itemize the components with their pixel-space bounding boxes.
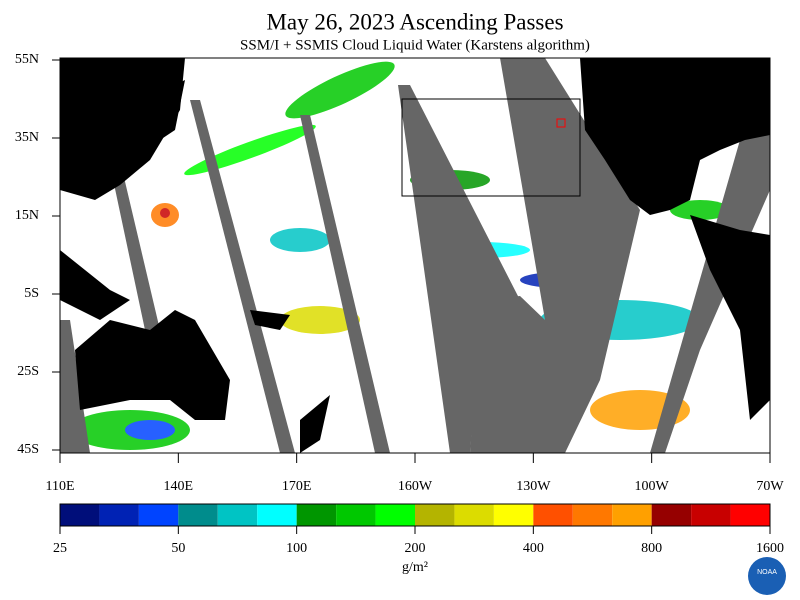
logo-circle: [748, 557, 786, 595]
colorbar-swatch: [217, 504, 258, 526]
colorbar-swatch: [99, 504, 139, 526]
colorbar-label: 200: [405, 541, 426, 556]
marker-box: [556, 118, 566, 128]
colorbar-swatch: [612, 504, 652, 526]
colorbar-swatch: [493, 504, 534, 526]
logo: NOAA: [748, 557, 786, 595]
region-box: [401, 98, 581, 197]
colorbar-label: 1600: [756, 541, 784, 556]
colorbar-swatch: [730, 504, 770, 526]
lon-label: 70W: [756, 479, 784, 494]
colorbar-label: 800: [641, 541, 662, 556]
lon-label: 170E: [282, 479, 312, 494]
lat-label: 25S: [17, 364, 39, 379]
colorbar-label: 100: [286, 541, 307, 556]
lat-label: 5S: [24, 286, 39, 301]
colorbar-swatch: [691, 504, 731, 526]
colorbar-swatch: [454, 504, 494, 526]
lon-label: 160W: [398, 479, 433, 494]
colorbar-label: 25: [53, 541, 67, 556]
lat-label: 15N: [15, 208, 39, 223]
lat-label: 45S: [17, 442, 39, 457]
colorbar-unit: g/m²: [402, 560, 428, 575]
colorbar-swatch: [572, 504, 613, 526]
lon-label: 130W: [516, 479, 551, 494]
map: [59, 57, 771, 454]
logo-label: NOAA: [757, 569, 777, 576]
colorbar-swatch: [257, 504, 297, 526]
lat-label: 55N: [15, 52, 39, 67]
colorbar-swatch: [336, 504, 376, 526]
swath-gaps: [60, 58, 770, 453]
lon-label: 140E: [164, 479, 194, 494]
colorbar-swatch: [415, 504, 455, 526]
colorbar-swatch: [60, 504, 100, 526]
lon-label: 100W: [635, 479, 670, 494]
lon-label: 110E: [45, 479, 74, 494]
colorbar-label: 400: [523, 541, 544, 556]
colorbar-label: 50: [171, 541, 185, 556]
title: May 26, 2023 Ascending Passes: [266, 9, 563, 34]
colorbar-swatch: [651, 504, 692, 526]
colorbar-swatch: [296, 504, 337, 526]
lat-label: 35N: [15, 130, 39, 145]
land: [60, 58, 770, 453]
colorbar-swatch: [138, 504, 179, 526]
subtitle: SSM/I + SSMIS Cloud Liquid Water (Karste…: [240, 37, 590, 53]
colorbar-swatch: [533, 504, 573, 526]
colorbar-swatch: [375, 504, 415, 526]
colorbar-swatch: [178, 504, 218, 526]
